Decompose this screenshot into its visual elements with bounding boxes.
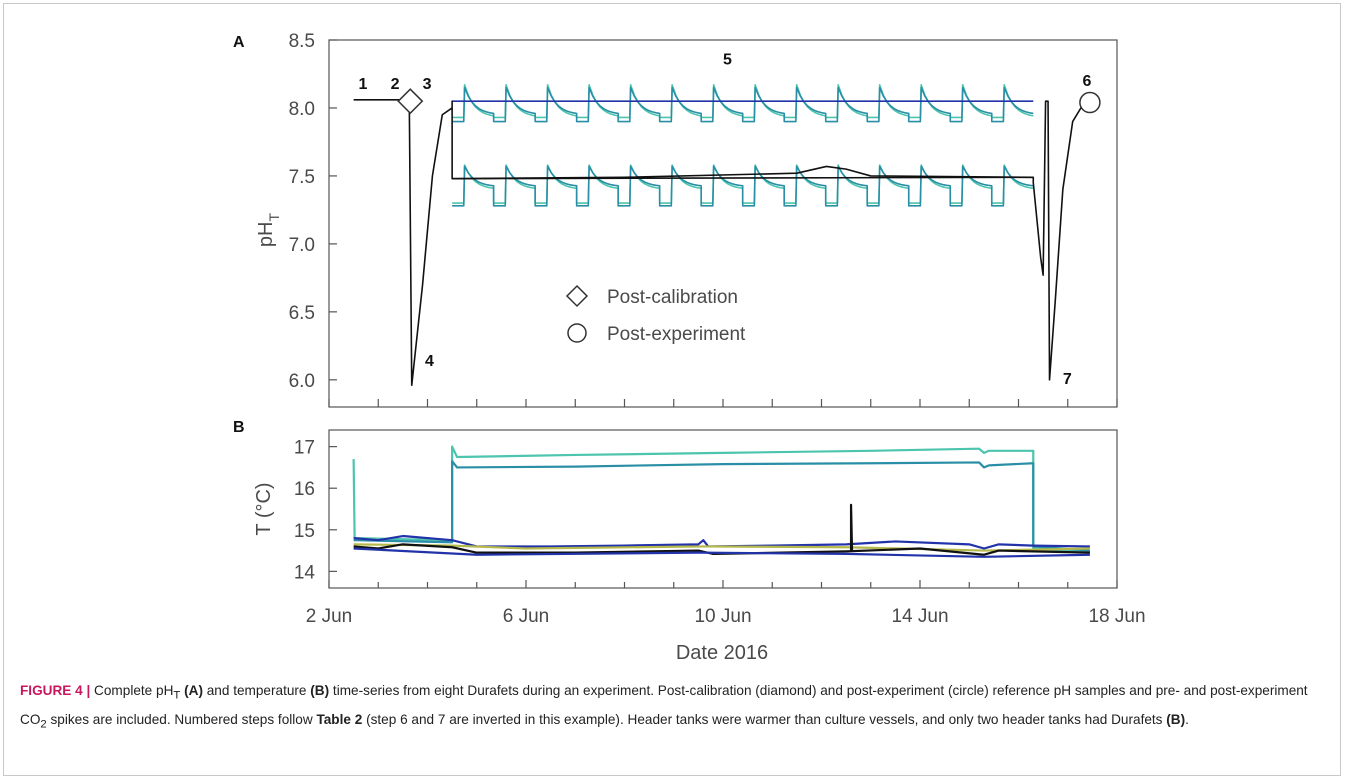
ylabel-ph-sub: T (266, 212, 282, 221)
step-label: 3 (423, 76, 432, 93)
svg-text:pHT: pHT (255, 212, 282, 247)
series-b-line (353, 543, 1090, 552)
legend-post-calibration: Post-calibration (607, 287, 738, 308)
series-a-line (452, 86, 1034, 123)
step-label: 6 (1083, 73, 1092, 90)
xtick-label: 2 Jun (306, 606, 352, 627)
caption-text-1: Complete pH (90, 683, 174, 698)
step-label: 5 (723, 51, 732, 68)
caption-sub-t: T (173, 689, 181, 702)
series-b-line (353, 543, 1090, 556)
panel-b-label: B (233, 419, 245, 436)
caption-bold-table: Table 2 (316, 712, 363, 728)
caption-text-6: . (1185, 712, 1189, 728)
series-b-line (353, 547, 1090, 558)
panel-b-y-axis-label: T (°C) (253, 482, 275, 535)
ytick-label-a: 6.0 (289, 371, 315, 392)
caption-bold-b: (B) (310, 683, 330, 698)
panel-a-label: A (233, 34, 245, 51)
ytick-label-a: 7.5 (289, 167, 315, 188)
ytick-label-a: 8.5 (289, 31, 315, 52)
caption-bold-a: (A) (184, 683, 203, 698)
caption-text-3: time-series from eight Durafets during a… (20, 683, 1308, 728)
step-label: 1 (359, 76, 368, 93)
circle-marker (1079, 91, 1101, 114)
xtick-label: 10 Jun (694, 606, 751, 627)
caption-sub-2: 2 (40, 718, 47, 731)
ytick-label-a: 8.0 (289, 99, 315, 120)
caption-figure-label: FIGURE 4 | (20, 683, 91, 698)
series-b-line (353, 534, 1090, 550)
step-label: 2 (391, 76, 400, 93)
legend-diamond-icon (565, 284, 589, 308)
legend-circle-icon (567, 323, 587, 343)
ytick-label-a: 7.0 (289, 235, 315, 256)
panel-a-y-axis-label: pHT (255, 212, 282, 247)
legend-post-experiment: Post-experiment (607, 324, 746, 345)
ytick-label-b: 14 (294, 562, 316, 583)
caption-bold-b2: (B) (1166, 712, 1186, 728)
ytick-label-a: 6.5 (289, 303, 315, 324)
ytick-label-b: 16 (294, 479, 315, 500)
caption-text-4: spikes are included. Numbered steps foll… (46, 712, 317, 728)
diamond-marker (397, 88, 424, 115)
caption-text-2: and temperature (202, 683, 311, 698)
ytick-label-b: 17 (294, 438, 315, 459)
ylabel-ph: pH (255, 221, 277, 247)
series-a-line (353, 99, 1091, 387)
series-b-line (849, 503, 854, 551)
xtick-label: 6 Jun (503, 606, 549, 627)
series-a-line (452, 165, 1034, 207)
legend: Post-calibration Post-experiment (565, 284, 746, 345)
figure-caption: FIGURE 4 | Complete pHT (A) and temperat… (20, 679, 1326, 737)
figure-frame (3, 3, 1341, 776)
caption-text-5: (step 6 and 7 are inverted in this examp… (362, 712, 1167, 728)
xtick-label: 18 Jun (1088, 606, 1145, 627)
step-label: 7 (1063, 371, 1072, 388)
series-a-line (452, 165, 1034, 180)
panel-a-plot-area (328, 39, 1118, 408)
xtick-label: 14 Jun (891, 606, 948, 627)
x-axis-label: Date 2016 (676, 642, 768, 664)
chart-figure: A B pHT T (°C) Date 2016 6.0 6.5 7.0 7.5 8.0… (233, 31, 1146, 664)
ytick-label-b: 15 (294, 521, 315, 542)
series-b-line (353, 460, 1090, 552)
step-label: 4 (425, 353, 434, 370)
